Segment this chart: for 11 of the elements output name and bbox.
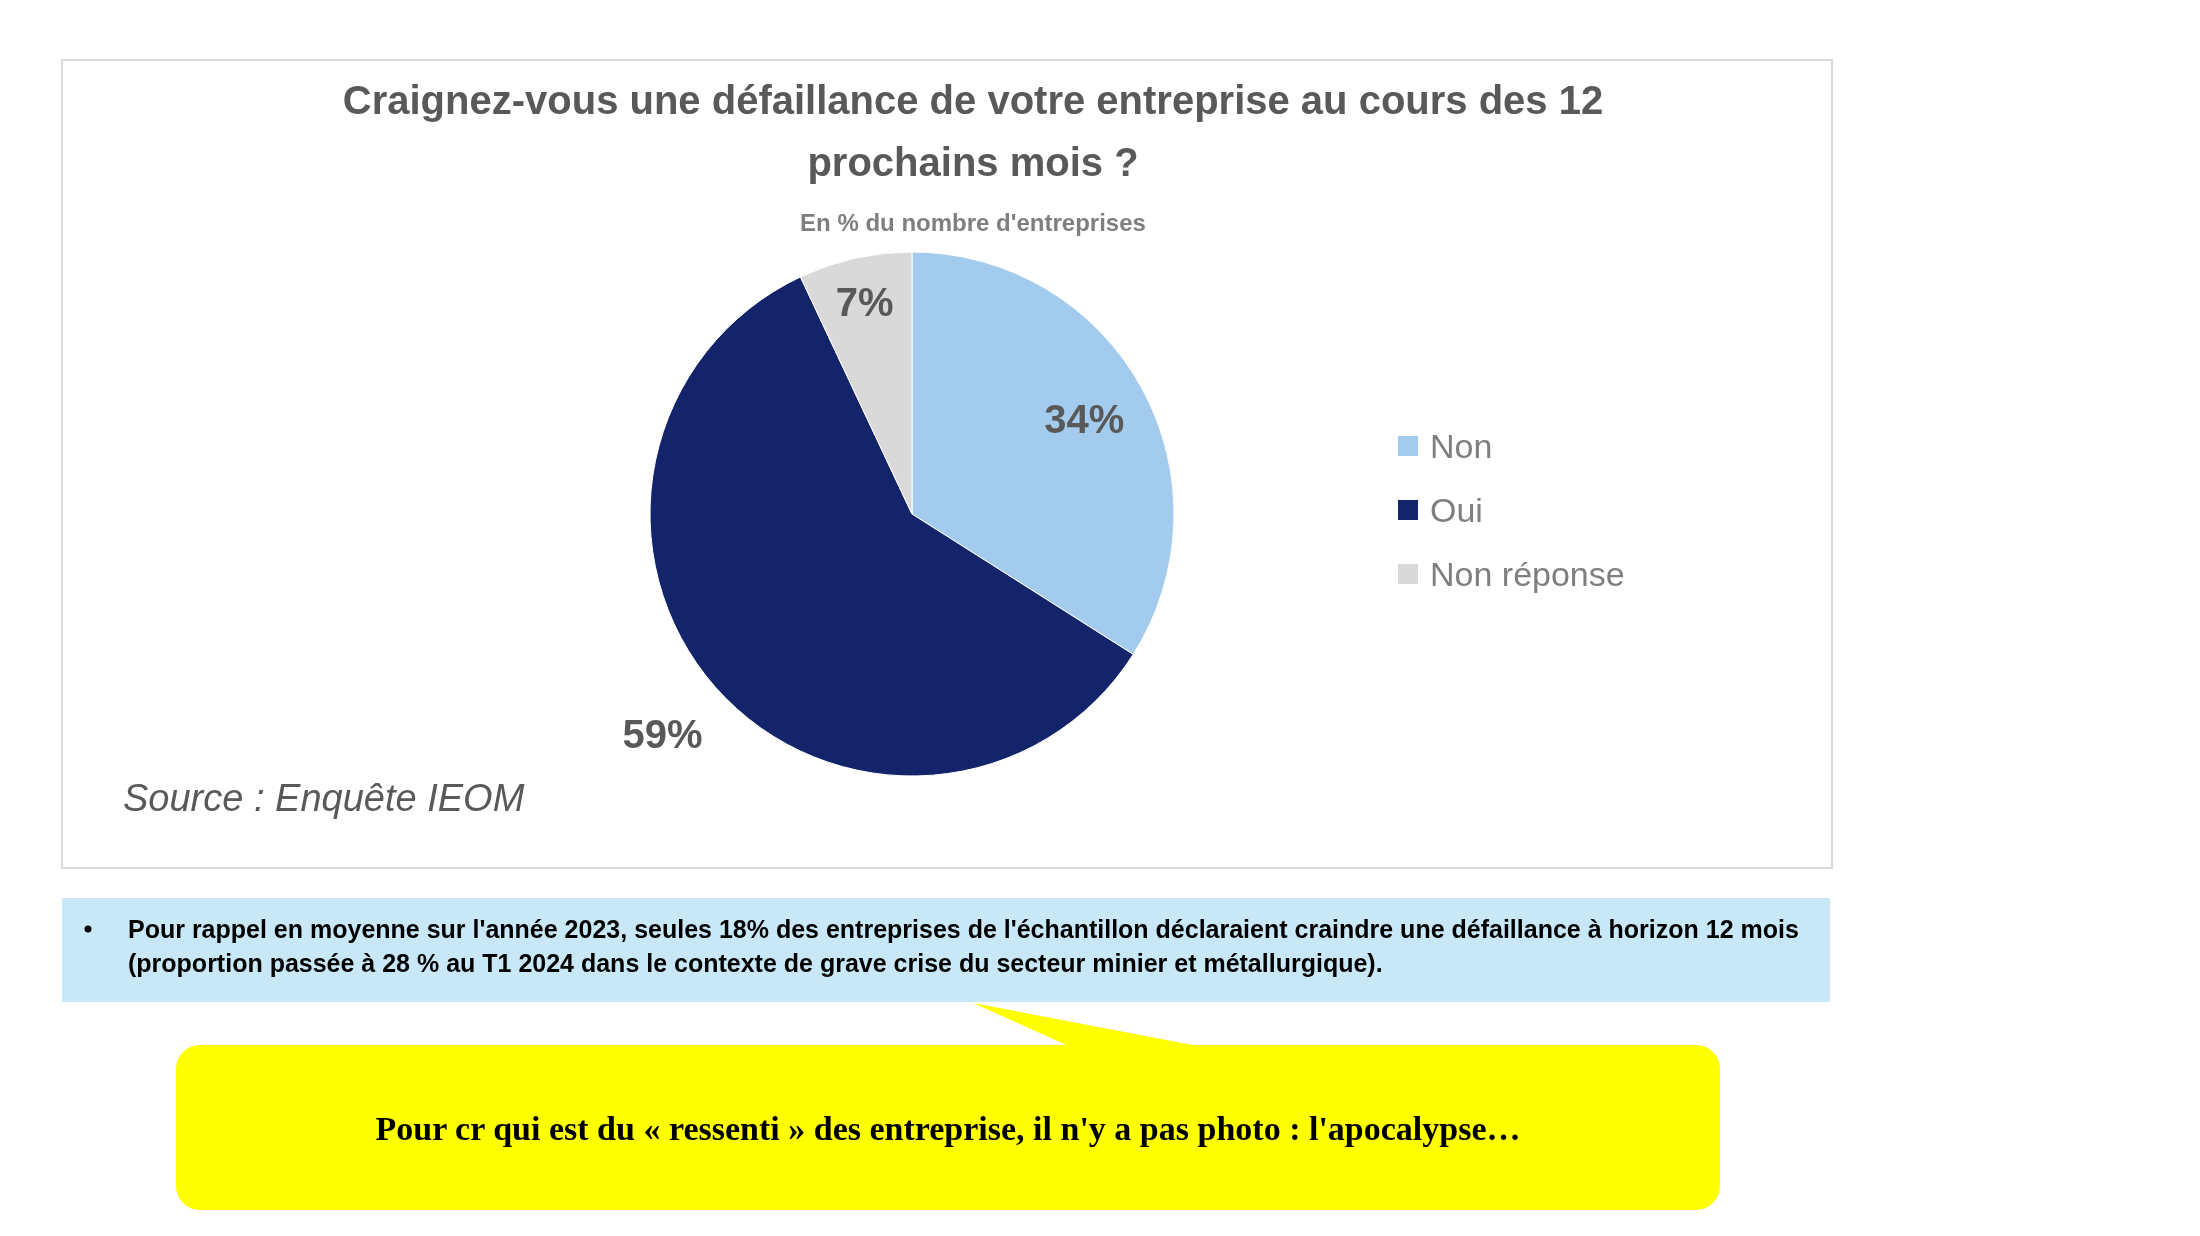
data-label: 34% xyxy=(1044,397,1125,442)
text: Pour rappel en moyenne sur l'année 2023, seules 18% des entreprises de l'échantillon déclaraient craindre une défaillance à horizon 12 mois (proportion passée à 28 % au T1 2024 dans le contexte de grave crise du secteur minier et métallurgique). xyxy=(128,915,1799,977)
data-label: 7% xyxy=(835,279,894,324)
text: Pour cr qui est du « ressenti » des entreprise, il n'y a pas photo : l'apocalypse… xyxy=(375,1109,1521,1147)
legend-label: Non réponse xyxy=(1430,555,1625,593)
chart-title: Craignez-vous une défaillance de votre entreprise au cours des 12 prochains mois ? xyxy=(342,78,1604,184)
legend-label: Oui xyxy=(1430,491,1483,529)
source-note: Source : Enquête IEOM xyxy=(123,777,525,819)
legend-label: Non xyxy=(1430,427,1493,465)
data-label: 59% xyxy=(622,712,703,757)
chart-subtitle: En % du nombre d'entreprises xyxy=(800,208,1146,236)
